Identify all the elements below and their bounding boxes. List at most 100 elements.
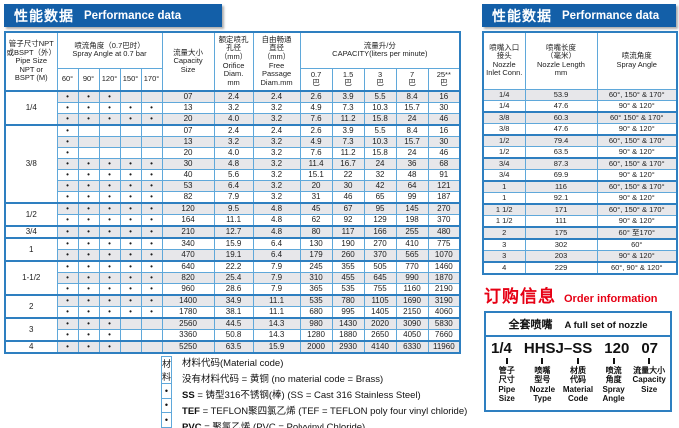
angle-dot-cell: • [77, 340, 100, 354]
capacity-value-cell: 198 [395, 214, 429, 227]
nozzle-length-cell: 47.6 [524, 122, 598, 135]
angle-dot-cell: • [56, 272, 79, 284]
order-field-row: 管子 尺寸 Pipe Size 喷嘴 型号 Nozzle Type 材质 代码 Mater… [486, 357, 670, 410]
angle-dot-cell: • [140, 158, 163, 170]
angle-dot-cell: • [56, 283, 79, 296]
capacity-value-cell: 2930 [331, 340, 365, 354]
orifice-diam-cell: 4.0 [213, 147, 254, 159]
order-information-title: 订购信息 Order information [484, 282, 676, 307]
angle-dot-cell: • [56, 136, 79, 148]
angle-dot-cell: • [119, 306, 142, 319]
angle-dot-cell: • [98, 237, 121, 250]
header-capacity: 流量升/分 CAPACITY(liters per minute) [299, 31, 461, 69]
capacity-value-cell: 11.2 [331, 113, 365, 126]
angle-dot-cell: • [98, 283, 121, 296]
angle-dot-cell: • [98, 169, 121, 181]
angle-dot-cell: • [98, 113, 121, 126]
table-row: 4 229 60°, 90° & 120° [482, 260, 678, 274]
capacity-value-cell: 355 [331, 260, 365, 273]
capacity-value-cell: 46 [331, 191, 365, 204]
capacity-size-cell: 1400 [161, 294, 215, 307]
table-row: 4 • • • 5250 63.5 15.9 2000 2930 4140 6330 11960 [4, 340, 461, 354]
angle-dot-cell: • [140, 249, 163, 262]
material-bullet-cell: • [160, 412, 173, 428]
free-passage-cell: 3.2 [252, 102, 301, 114]
order-field: 喷嘴 型号 Nozzle Type [525, 357, 561, 404]
order-code-part: 07 [641, 339, 658, 357]
capacity-value-cell: 65 [363, 191, 397, 204]
pipe-size-cell: 2 [4, 294, 58, 319]
spray-angle-cell: 90° & 120° [596, 214, 678, 227]
capacity-value-cell: 22 [331, 169, 365, 181]
capacity-value-cell: 2150 [395, 306, 429, 319]
pipe-size-cell: 1 [4, 237, 58, 262]
capacity-size-cell: 470 [161, 249, 215, 262]
angle-dot-cell: • [77, 169, 100, 181]
right-panel-title: 性能数据 Performance data [482, 4, 676, 27]
nozzle-length-cell: 60.3 [524, 110, 598, 124]
free-passage-cell: 7.9 [252, 260, 301, 273]
inlet-conn-cell: 1 1/2 [482, 202, 526, 216]
capacity-value-cell: 15.1 [299, 169, 333, 181]
material-bullet-body: 材料•••• [160, 356, 173, 428]
table-row: 1/4 • • • 07 2.4 2.4 2.6 3.9 5.5 8.4 16 [4, 90, 461, 126]
order-box-header: 全套喷嘴 A full set of nozzle [486, 313, 670, 337]
free-passage-cell: 3.2 [252, 158, 301, 170]
angle-dot-cell: • [56, 180, 79, 192]
order-code-part: HHSJ–SS [523, 339, 593, 357]
table-row: • • • • • 960 28.6 7.9 365 535 755 1160 2190 [5, 283, 461, 296]
pipe-size-cell: 3 [4, 317, 58, 342]
inlet-conn-cell: 1/4 [482, 88, 526, 101]
free-passage-cell: 3.2 [252, 147, 301, 159]
free-passage-cell: 4.8 [252, 214, 301, 227]
angle-dot-cell [140, 340, 163, 354]
spray-angle-cell: 90° & 120° [596, 191, 678, 204]
header-angle-60: 60° [56, 67, 79, 92]
angle-dot-cell: • [56, 260, 79, 273]
capacity-value-cell: 4050 [395, 329, 429, 342]
free-passage-cell: 4.8 [252, 225, 301, 239]
nozzle-length-cell: 171 [524, 202, 598, 216]
capacity-size-cell: 820 [161, 272, 215, 284]
free-passage-cell: 11.1 [252, 306, 301, 319]
angle-dot-cell: • [77, 158, 100, 170]
capacity-value-cell: 7.3 [331, 102, 365, 114]
nozzle-length-cell: 116 [524, 179, 598, 193]
capacity-value-cell: 46 [427, 113, 461, 126]
capacity-value-cell: 117 [331, 225, 365, 239]
angle-dot-cell [140, 147, 163, 159]
angle-dot-cell: • [98, 306, 121, 319]
free-passage-cell: 3.2 [252, 180, 301, 192]
capacity-size-cell: 2560 [161, 317, 215, 330]
orifice-diam-cell: 15.9 [213, 237, 254, 250]
spray-angle-cell: 60° 至170° [596, 225, 678, 239]
table-row: • • • • • 820 25.4 7.9 310 455 645 990 1870 [5, 272, 461, 284]
angle-dot-cell: • [140, 294, 163, 307]
orifice-diam-cell: 5.6 [213, 169, 254, 181]
capacity-value-cell: 6330 [395, 340, 429, 354]
material-header-text: 材料代码(Material code) [182, 358, 284, 369]
table-row: 1 1/2 111 90° & 120° [482, 214, 678, 227]
angle-dot-cell: • [119, 180, 142, 192]
angle-dot-cell: • [98, 249, 121, 262]
order-field-label-en: Material Code [562, 384, 594, 404]
nozzle-length-cell: 53.9 [524, 88, 598, 101]
angle-dot-cell: • [98, 90, 121, 103]
header-capacity-size: 流量大小 Capacity Size [161, 31, 215, 92]
orifice-diam-cell: 63.5 [213, 340, 254, 354]
table-row: 3/4 • • • • • 210 12.7 4.8 80 117 166 255 480 [4, 225, 461, 239]
inlet-conn-cell: 3/4 [482, 156, 526, 170]
capacity-value-cell: 15.7 [395, 136, 429, 148]
free-passage-cell: 15.9 [252, 340, 301, 354]
capacity-value-cell: 1405 [363, 306, 397, 319]
angle-dot-cell: • [98, 317, 121, 330]
capacity-value-cell: 7.6 [299, 113, 333, 126]
angle-dot-cell: • [98, 180, 121, 192]
orifice-diam-cell: 50.8 [213, 329, 254, 342]
angle-dot-cell: • [77, 329, 100, 342]
capacity-size-cell: 20 [161, 147, 215, 159]
pipe-size-cell: 3/4 [4, 225, 58, 239]
spray-angle-cell: 60°, 150° & 170° [596, 179, 678, 193]
capacity-value-cell: 92 [331, 214, 365, 227]
spray-angle-cell: 60°, 150° & 170° [596, 133, 678, 147]
